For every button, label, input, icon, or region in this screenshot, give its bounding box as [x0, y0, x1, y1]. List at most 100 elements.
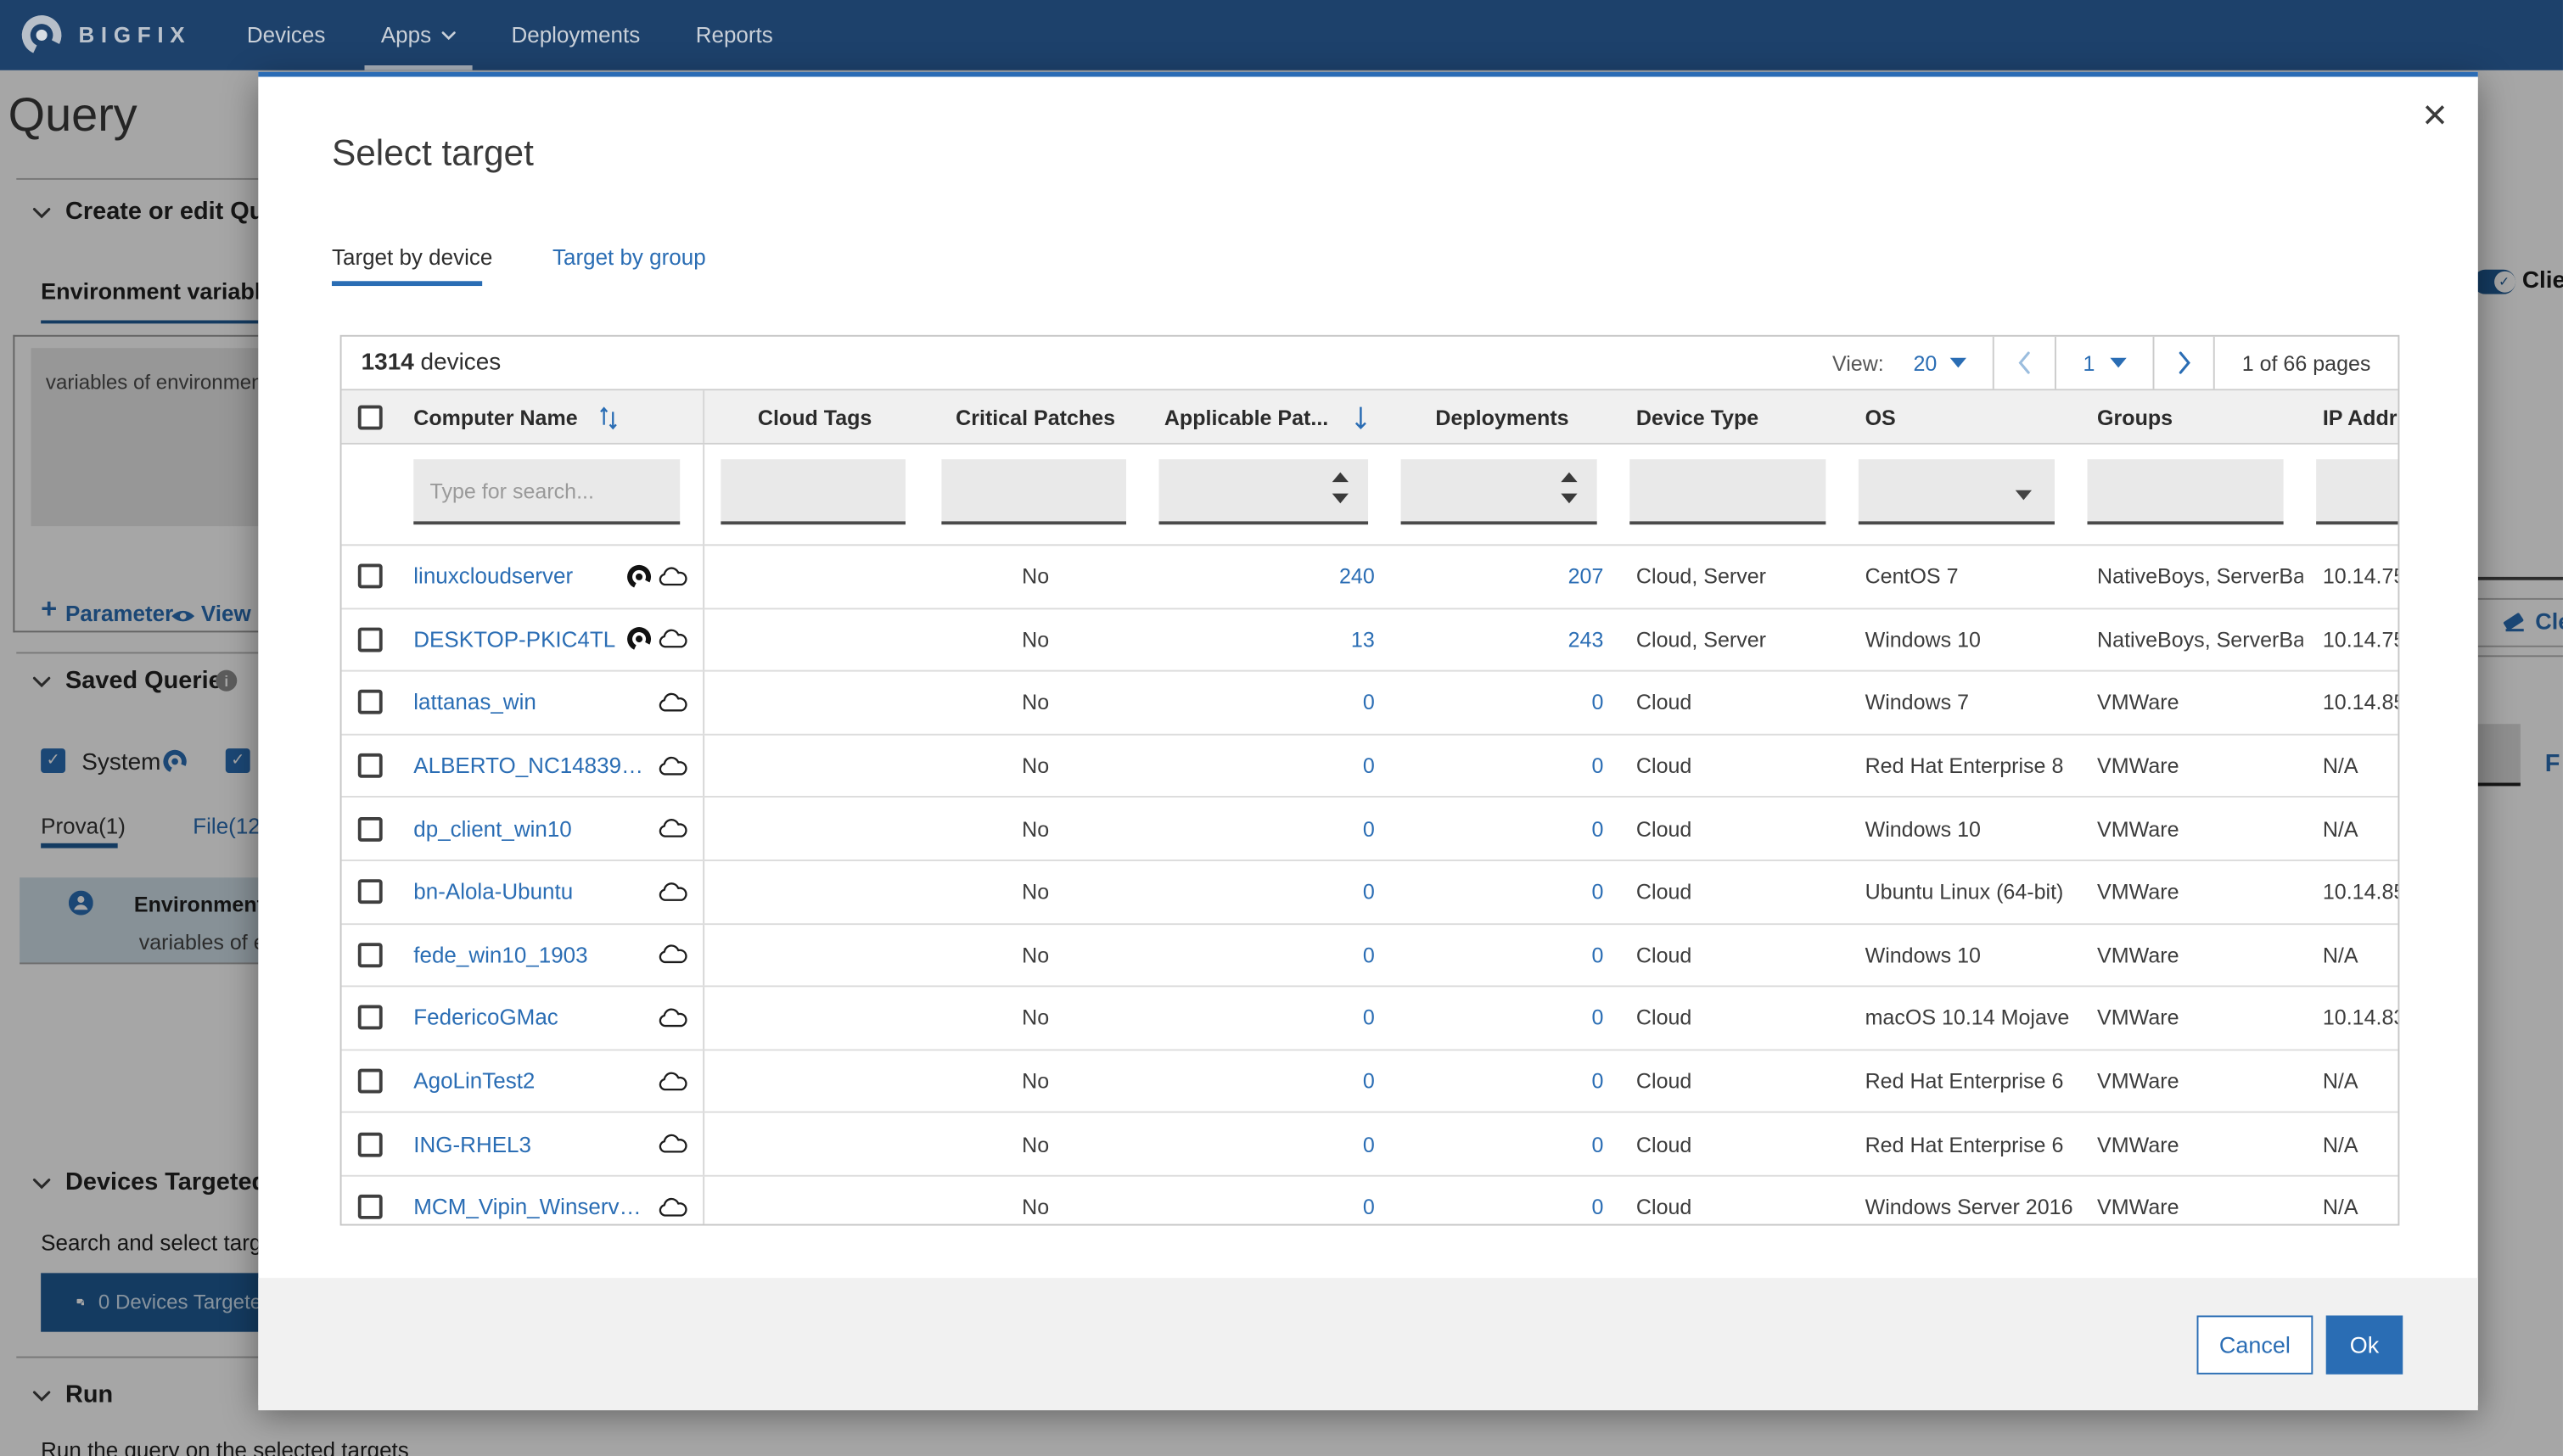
tab-target-by-device[interactable]: Target by device	[331, 244, 493, 270]
row-checkbox[interactable]	[357, 690, 383, 715]
applicable-link[interactable]: 0	[1362, 1132, 1375, 1156]
chevron-down-icon[interactable]	[32, 1179, 51, 1190]
query-textarea[interactable]: variables of environment	[31, 348, 259, 527]
table-row[interactable]: ING-RHEL3 No 0 0 Cloud Red Hat Enterpris…	[341, 1113, 2398, 1177]
client-relevance-toggle[interactable]: ✓	[2473, 269, 2516, 294]
table-row[interactable]: fede_win10_1903 No 0 0 Cloud Windows 10 …	[341, 924, 2398, 988]
clear-button[interactable]: Cle	[2535, 608, 2563, 635]
deployments-link[interactable]: 0	[1591, 1195, 1604, 1220]
devices-targeted-button[interactable]: 0 Devices Targete	[41, 1273, 262, 1332]
applicable-link[interactable]: 0	[1362, 1005, 1375, 1031]
table-row[interactable]: FedericoGMac No 0 0 Cloud macOS 10.14 Mo…	[341, 987, 2398, 1050]
applicable-link[interactable]: 0	[1362, 943, 1375, 967]
applicable-patches-filter-input[interactable]	[1158, 459, 1369, 525]
saved-queries-section[interactable]: Saved Queries	[65, 666, 236, 695]
system-checkbox[interactable]: ✓	[41, 748, 66, 773]
shared-checkbox[interactable]: ✓	[225, 748, 250, 773]
device-name-link[interactable]: ING-RHEL3	[413, 1132, 531, 1156]
col-ip-address[interactable]: IP Addr	[2322, 404, 2398, 429]
deployments-filter-input[interactable]	[1400, 459, 1597, 525]
row-checkbox[interactable]	[357, 1068, 383, 1094]
nav-item-apps[interactable]: Apps	[364, 0, 472, 70]
tab-prova[interactable]: Prova(1)	[41, 814, 126, 839]
table-row[interactable]: lattanas_win No 0 0 Cloud Windows 7 VMWa…	[341, 671, 2398, 736]
applicable-link[interactable]: 0	[1362, 879, 1375, 904]
applicable-link[interactable]: 13	[1350, 627, 1375, 652]
deployments-link[interactable]: 0	[1591, 816, 1604, 842]
device-name-link[interactable]: linuxcloudserver	[413, 564, 574, 589]
f-button[interactable]: F	[2544, 750, 2560, 778]
page-size-select[interactable]: 20	[1913, 350, 1966, 375]
next-page-button[interactable]	[2152, 336, 2213, 389]
nav-item-devices[interactable]: Devices	[246, 22, 326, 48]
deployments-link[interactable]: 0	[1591, 1068, 1604, 1094]
table-row[interactable]: linuxcloudserver No 240 207 Cloud, Serve…	[341, 546, 2398, 609]
row-checkbox[interactable]	[357, 1005, 383, 1031]
applicable-link[interactable]: 0	[1362, 816, 1375, 842]
col-deployments[interactable]: Deployments	[1435, 404, 1569, 429]
col-groups[interactable]: Groups	[2097, 404, 2173, 429]
device-type-filter-input[interactable]	[1629, 459, 1826, 525]
col-cloud-tags[interactable]: Cloud Tags	[757, 404, 872, 429]
deployments-link[interactable]: 207	[1568, 564, 1604, 589]
applicable-link[interactable]: 0	[1362, 1195, 1375, 1220]
select-all-checkbox[interactable]	[357, 404, 383, 429]
deployments-link[interactable]: 0	[1591, 943, 1604, 967]
cloud-tags-filter-input[interactable]	[721, 459, 906, 525]
applicable-link[interactable]: 0	[1362, 1068, 1375, 1094]
table-row[interactable]: ALBERTO_NC148399_B... No 0 0 Cloud Red H…	[341, 735, 2398, 798]
deployments-link[interactable]: 0	[1591, 1005, 1604, 1031]
cancel-button[interactable]: Cancel	[2196, 1315, 2313, 1375]
chevron-down-icon[interactable]	[32, 676, 51, 688]
row-checkbox[interactable]	[357, 1132, 383, 1156]
tab-target-by-group[interactable]: Target by group	[552, 244, 706, 270]
applicable-link[interactable]: 0	[1362, 753, 1375, 778]
deployments-link[interactable]: 243	[1568, 627, 1604, 652]
row-checkbox[interactable]	[357, 753, 383, 778]
applicable-link[interactable]: 0	[1362, 690, 1375, 715]
info-icon[interactable]: i	[216, 669, 238, 692]
row-checkbox[interactable]	[357, 943, 383, 967]
device-name-link[interactable]: ALBERTO_NC148399_B...	[413, 753, 650, 778]
prev-page-button[interactable]	[1992, 336, 2055, 389]
device-name-link[interactable]: FedericoGMac	[413, 1005, 558, 1031]
applicable-link[interactable]: 240	[1338, 564, 1375, 589]
col-os[interactable]: OS	[1865, 404, 1896, 429]
col-critical-patches[interactable]: Critical Patches	[956, 404, 1116, 429]
current-page-select[interactable]: 1	[2054, 336, 2153, 389]
table-row[interactable]: DESKTOP-PKIC4TL No 13 243 Cloud, Server …	[341, 608, 2398, 672]
table-row[interactable]: MCM_Vipin_Winserver19 No 0 0 Cloud Windo…	[342, 1176, 2398, 1224]
deployments-link[interactable]: 0	[1591, 753, 1604, 778]
create-or-edit-query-section[interactable]: Create or edit Quer	[65, 198, 288, 226]
deployments-link[interactable]: 0	[1591, 690, 1604, 715]
nav-item-reports[interactable]: Reports	[695, 22, 773, 48]
deployments-link[interactable]: 0	[1591, 879, 1604, 904]
ok-button[interactable]: Ok	[2325, 1315, 2403, 1375]
col-applicable-patches[interactable]: Applicable Pat...	[1146, 390, 1388, 443]
run-section[interactable]: Run	[65, 1380, 114, 1409]
col-device-type[interactable]: Device Type	[1635, 404, 1759, 429]
table-row[interactable]: AgoLinTest2 No 0 0 Cloud Red Hat Enterpr…	[341, 1050, 2398, 1114]
chevron-down-icon[interactable]	[32, 207, 51, 219]
view-button[interactable]: View	[200, 601, 251, 626]
tab-file[interactable]: File(12)	[193, 814, 268, 839]
device-name-link[interactable]: dp_client_win10	[413, 816, 572, 842]
table-row[interactable]: dp_client_win10 No 0 0 Cloud Windows 10 …	[341, 798, 2398, 861]
row-checkbox[interactable]	[357, 564, 383, 589]
deployments-link[interactable]: 0	[1591, 1132, 1604, 1156]
bigfix-brand[interactable]: BIGFIX	[20, 13, 191, 57]
table-row[interactable]: bn-Alola-Ubuntu No 0 0 Cloud Ubuntu Linu…	[341, 860, 2398, 925]
device-name-link[interactable]: DESKTOP-PKIC4TL	[413, 627, 616, 652]
computer-name-filter-input[interactable]	[413, 459, 681, 525]
nav-item-deployments[interactable]: Deployments	[511, 22, 641, 48]
chevron-down-icon[interactable]	[32, 1391, 51, 1402]
row-checkbox[interactable]	[357, 627, 383, 652]
groups-filter-input[interactable]	[2087, 459, 2284, 525]
devices-targeted-section[interactable]: Devices Targeted	[65, 1168, 267, 1196]
device-name-link[interactable]: AgoLinTest2	[413, 1068, 536, 1094]
row-checkbox[interactable]	[357, 879, 383, 904]
device-name-link[interactable]: lattanas_win	[413, 690, 536, 715]
col-computer-name[interactable]: Computer Name	[413, 390, 705, 443]
row-checkbox[interactable]	[357, 1195, 383, 1220]
close-icon[interactable]: ×	[2422, 89, 2448, 139]
